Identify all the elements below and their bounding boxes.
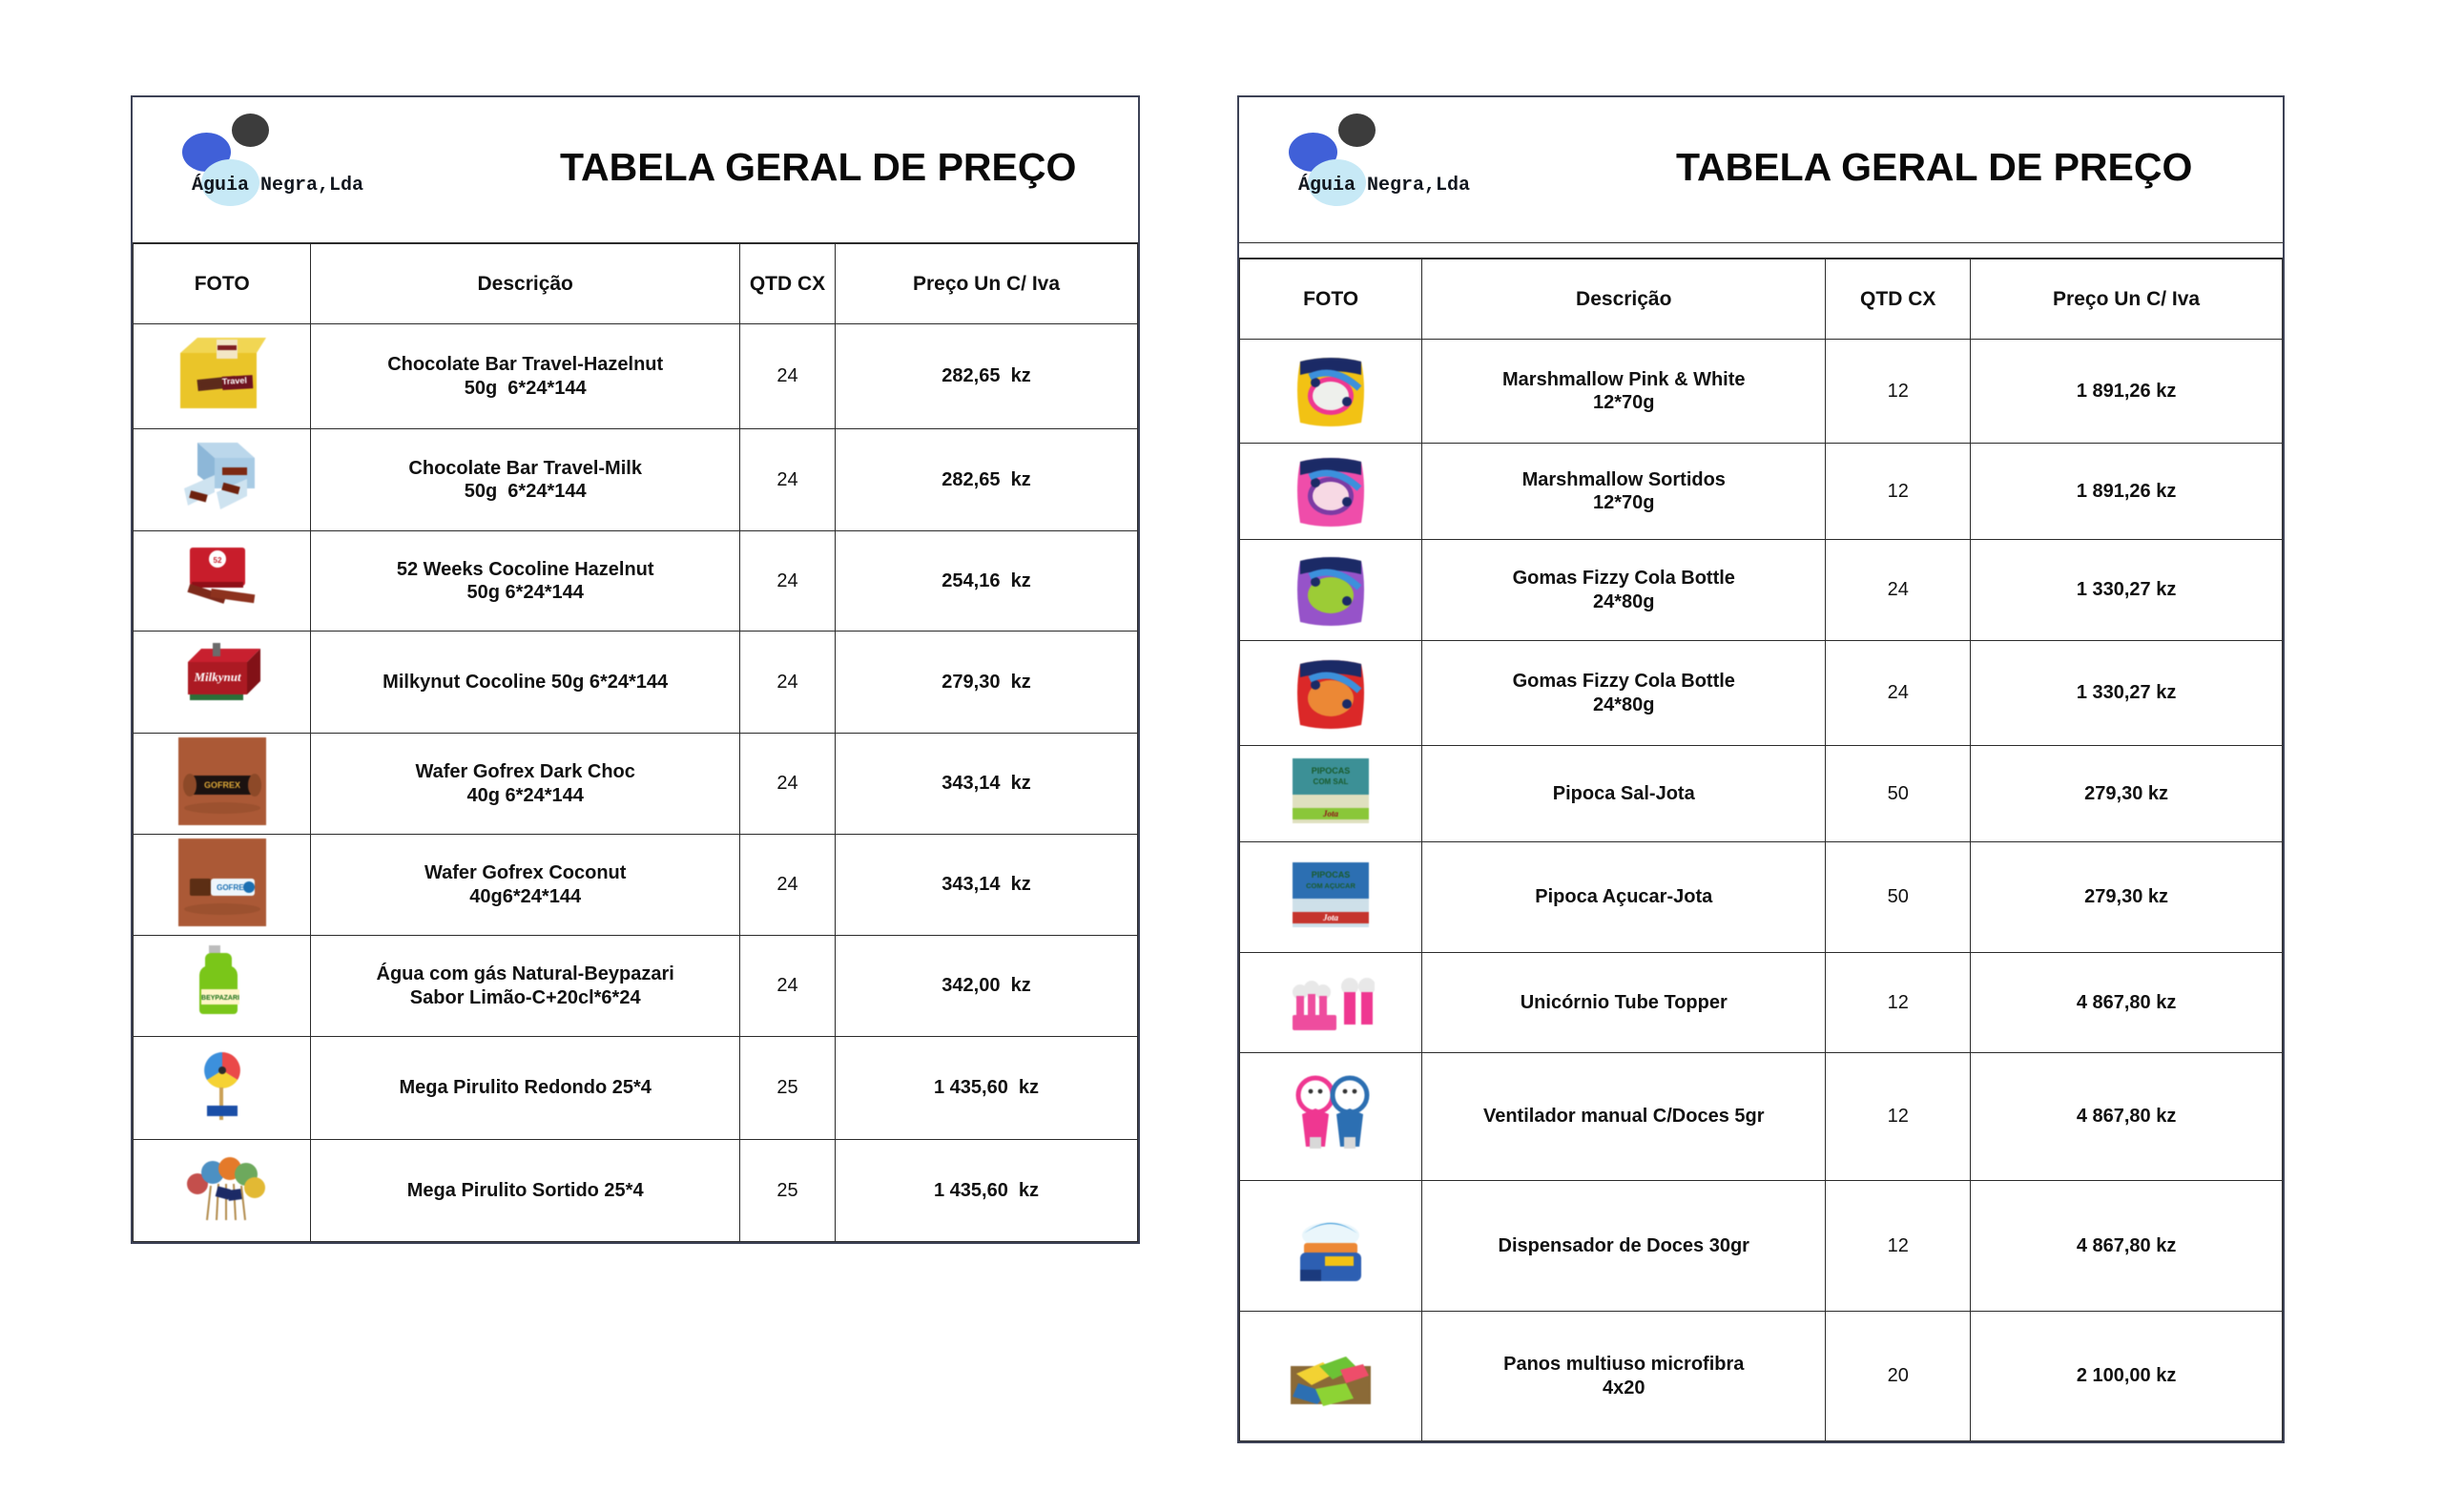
svg-text:COM AÇUCAR: COM AÇUCAR (1306, 881, 1356, 890)
svg-text:GOFREX: GOFREX (204, 780, 240, 790)
svg-text:52: 52 (213, 556, 221, 565)
svg-text:PIPOCAS: PIPOCAS (1312, 766, 1351, 776)
svg-text:Milkynut: Milkynut (193, 670, 241, 684)
svg-text:Jota: Jota (1322, 809, 1339, 818)
svg-text:COM SAL: COM SAL (1314, 777, 1349, 786)
svg-text:BEYPAZARI: BEYPAZARI (201, 995, 239, 1002)
svg-text:Jota: Jota (1322, 913, 1339, 922)
svg-text:Travel: Travel (221, 375, 247, 385)
svg-text:PIPOCAS: PIPOCAS (1312, 870, 1351, 880)
